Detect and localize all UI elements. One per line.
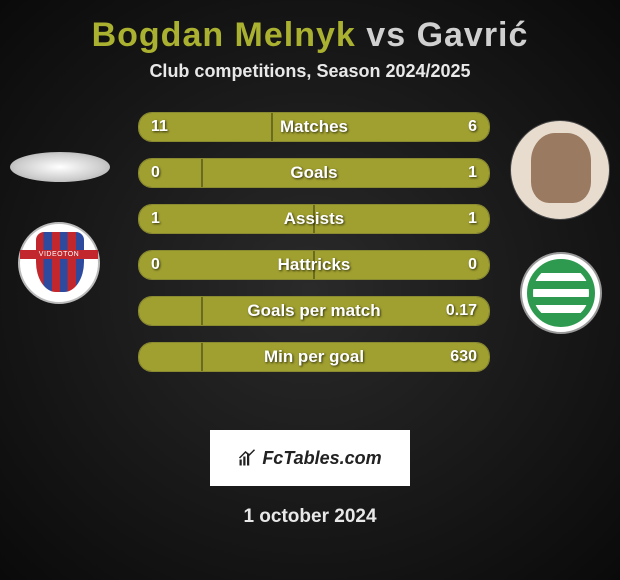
crest-player2 <box>520 252 602 334</box>
stat-label: Min per goal <box>139 343 489 371</box>
stat-label: Goals per match <box>139 297 489 325</box>
subtitle: Club competitions, Season 2024/2025 <box>0 61 620 82</box>
crest-player1 <box>18 222 100 304</box>
stat-label: Goals <box>139 159 489 187</box>
stat-bar: 630Min per goal <box>138 342 490 372</box>
avatar-player2 <box>510 120 610 220</box>
stat-label: Hattricks <box>139 251 489 279</box>
avatar-player1 <box>10 152 110 182</box>
date: 1 october 2024 <box>0 506 620 528</box>
stat-bar: 116Matches <box>138 112 490 142</box>
stat-bar: 01Goals <box>138 158 490 188</box>
stat-bar: 00Hattricks <box>138 250 490 280</box>
vs-text: vs <box>366 16 406 54</box>
watermark: FcTables.com <box>210 430 410 486</box>
player2-name: Gavrić <box>417 16 529 54</box>
stat-bars: 116Matches 01Goals 11Assists 00Hattricks 0.1… <box>138 112 490 388</box>
comparison-title: Bogdan Melnyk vs Gavrić <box>0 0 620 61</box>
player1-name: Bogdan Melnyk <box>92 16 356 54</box>
stat-bar: 0.17Goals per match <box>138 296 490 326</box>
stat-label: Assists <box>139 205 489 233</box>
chart-icon <box>238 449 256 467</box>
stat-bar: 11Assists <box>138 204 490 234</box>
comparison-content: 116Matches 01Goals 11Assists 00Hattricks 0.1… <box>0 112 620 412</box>
watermark-text: FcTables.com <box>262 448 381 469</box>
stat-label: Matches <box>139 113 489 141</box>
